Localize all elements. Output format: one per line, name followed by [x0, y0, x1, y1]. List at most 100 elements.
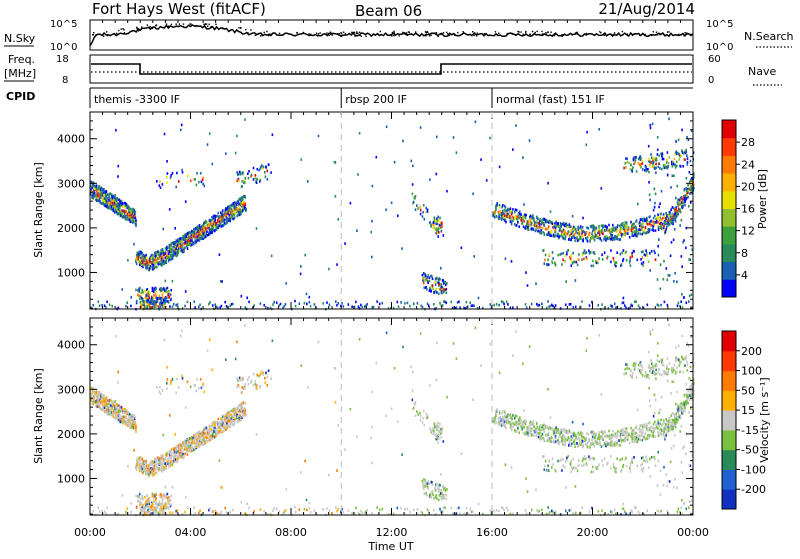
nsearch-point [436, 32, 437, 33]
nsearch-point [404, 32, 405, 33]
power-echo-cell [219, 253, 221, 256]
power-echo-cell [658, 238, 660, 241]
power-echo-cell [391, 202, 393, 205]
power-echo-cell [601, 254, 603, 257]
power-echo-cell [691, 294, 693, 297]
power-echo-cell [632, 231, 634, 234]
power-echo-cell [446, 292, 448, 295]
power-echo-cell [172, 172, 174, 175]
power-echo-cell [548, 225, 550, 228]
velocity-echo-cell [147, 494, 149, 497]
nsky-label: N.Sky [4, 32, 36, 45]
velocity-echo-cell [135, 425, 137, 428]
power-echo-cell [682, 306, 684, 309]
freq-tick-top: 18 [56, 54, 69, 65]
nsearch-point [657, 34, 658, 35]
power-echo-cell [176, 172, 178, 175]
power-echo-cell [664, 301, 666, 304]
power-echo-cell [417, 302, 419, 305]
nsearch-point [354, 35, 355, 36]
power-echo-cell [617, 228, 619, 231]
nsearch-point [393, 31, 394, 32]
power-echo-cell [688, 300, 690, 303]
power-echo-cell [602, 258, 604, 261]
freq-label: Freq. [8, 53, 35, 66]
power-echo-cell [545, 254, 547, 257]
power-echo-cell [170, 289, 172, 292]
power-echo-cell [540, 232, 542, 235]
velocity-echo-cell [152, 493, 154, 496]
nsearch-point [482, 34, 483, 35]
power-echo-cell [502, 210, 504, 213]
velocity-echo-cell [234, 423, 236, 426]
nsearch-point [430, 35, 431, 36]
nsearch-point [168, 26, 169, 27]
power-echo-cell [215, 215, 217, 218]
power-echo-cell [159, 180, 161, 183]
power-echo-cell [270, 171, 272, 174]
power-echo-cell [651, 157, 653, 160]
power-echo-cell [660, 304, 662, 307]
nsearch-point [326, 32, 327, 33]
power-echo-cell [376, 300, 378, 303]
power-echo-cell [669, 156, 671, 159]
nsearch-point [209, 24, 210, 25]
velocity-echo-cell [162, 389, 164, 392]
power-echo-cell [642, 250, 644, 253]
power-echo-cell [108, 196, 110, 199]
power-echo-cell [517, 218, 519, 221]
power-echo-cell [667, 151, 669, 154]
velocity-echo-cell [206, 436, 208, 439]
velocity-echo-cell [264, 377, 266, 380]
velocity-echo-cell [161, 504, 163, 507]
nsearch-point [340, 32, 341, 33]
power-echo-cell [613, 229, 615, 232]
velocity-echo-cell [215, 421, 217, 424]
power-echo-cell [673, 239, 675, 242]
power-echo-cell [432, 277, 434, 280]
power-echo-cell [154, 301, 156, 304]
power-echo-cell [684, 158, 686, 161]
power-echo-cell [678, 139, 680, 142]
velocity-echo-cell [135, 417, 137, 420]
power-echo-cell [157, 250, 159, 253]
power-echo-cell [650, 124, 652, 127]
power-echo-cell [184, 305, 186, 308]
power-echo-cell [662, 152, 664, 155]
velocity-echo-cell [166, 382, 168, 385]
power-echo-cell [183, 250, 185, 253]
power-echo-cell [653, 161, 655, 164]
power-echo-cell [675, 197, 677, 200]
power-echo-cell [422, 306, 424, 309]
power-echo-cell [616, 261, 618, 264]
power-echo-cell [625, 232, 627, 235]
power-echo-cell [550, 235, 552, 238]
power-echo-cell [486, 179, 488, 182]
power-echo-cell [620, 253, 622, 256]
power-echo-cell [669, 274, 671, 277]
power-echo-cell [544, 259, 546, 262]
power-echo-cell [518, 225, 520, 228]
power-echo-cell [679, 158, 681, 161]
velocity-echo-cell [176, 378, 178, 381]
velocity-echo-cell [243, 401, 245, 404]
power-echo-cell [196, 184, 198, 187]
power-echo-cell [661, 190, 663, 193]
nsearch-point [122, 28, 123, 29]
power-echo-cell [155, 288, 157, 291]
nsearch-label: N.Search [744, 30, 794, 43]
velocity-echo-cell [245, 409, 247, 412]
power-echo-cell [240, 213, 242, 216]
power-echo-cell [142, 262, 144, 265]
power-echo-cell [446, 288, 448, 291]
power-echo-cell [547, 300, 549, 303]
nsearch-point [525, 31, 526, 32]
power-echo-cell [514, 217, 516, 220]
velocity-echo-cell [229, 426, 231, 429]
power-echo-cell [119, 210, 121, 213]
power-echo-cell [653, 250, 655, 253]
power-echo-cell [234, 217, 236, 220]
nsearch-point [495, 31, 496, 32]
